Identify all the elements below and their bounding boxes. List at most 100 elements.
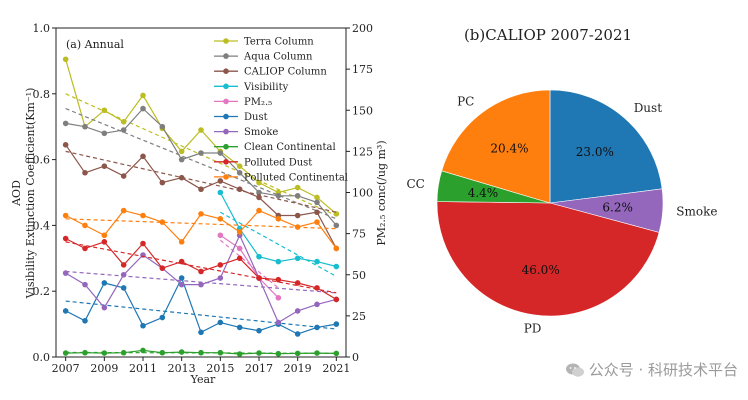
data-point [159,123,166,130]
y-axis-label-extinction: Visibility Extinction Coefficient(Km⁻¹) [24,88,37,300]
data-point [275,258,282,265]
wechat-icon [565,363,584,377]
data-point [101,163,108,169]
data-point [178,281,185,288]
x-tick-label: 2011 [129,362,157,375]
pie-slice-dust [549,89,663,204]
data-point [236,245,243,252]
data-point [178,275,185,281]
data-point [275,276,282,283]
data-point [236,169,243,176]
y-right-tick-label: 25 [352,310,366,323]
data-point [101,350,108,356]
series-clean-continental [62,347,340,357]
data-point [140,212,146,219]
data-point [140,105,146,112]
data-point [256,194,262,201]
data-point [333,350,340,357]
watermark: 公众号 · 科研技术平台 [565,359,738,380]
data-point [333,296,340,303]
series-line [219,234,279,299]
data-point [62,350,69,356]
data-point [140,153,146,160]
legend-marker [223,159,229,165]
data-point [198,349,204,356]
data-point [198,127,204,133]
data-point [120,118,127,125]
data-point [275,192,282,199]
series-terra-column [62,56,340,217]
pie-pct-label: 20.4% [490,142,528,156]
x-tick-label: 2009 [90,362,118,375]
data-point [101,107,108,114]
legend-label: Clean Continental [244,142,336,153]
data-point [120,173,127,179]
y-tick-label: 0.2 [33,285,51,298]
series-dust [62,275,340,337]
x-tick-label: 2017 [245,362,273,375]
data-point [198,150,204,156]
data-point [275,294,282,301]
data-point [294,350,301,357]
legend-label: CALIOP Column [244,67,327,78]
data-point [256,253,262,260]
y-right-tick-label: 100 [352,187,373,200]
data-point [101,239,108,245]
line-chart-annual: 0.0 0.2 0.4 0.6 0.8 1.0 0 25 50 75 100 125 150 175 200… [33,22,374,375]
x-tick-label: 2019 [284,362,312,375]
data-point [236,324,243,331]
legend-label: Polluted Dust [244,157,312,168]
y-right-tick-label: 75 [352,228,366,241]
y-right-tick-label: 50 [352,269,366,282]
y-axis-label-pm25: PM₂.₅ conc(/ug m³) [375,140,388,245]
data-point [140,92,146,99]
series-polluted-continental [62,207,340,252]
trend-line [65,218,337,230]
data-point [314,301,320,308]
data-point [294,280,301,286]
pie-category-label: Dust [634,101,663,115]
data-point [217,189,224,196]
data-point [314,285,320,291]
pie-pct-label: 23.0% [576,145,614,159]
watermark-text: 公众号 · 科研技术平台 [588,361,738,379]
pie-slice-pc [441,89,551,204]
y-axis-label-aod: AOD [10,180,23,207]
data-point [198,281,204,288]
data-point [294,224,301,230]
data-point [217,150,224,156]
data-point [62,141,69,148]
legend-marker [223,128,229,135]
data-point [236,163,243,169]
legend-label: Aqua Column [243,52,313,63]
data-point [256,179,262,186]
data-point [236,255,243,262]
legend-marker [223,83,229,90]
trend-line [65,150,337,213]
y-right-tick-label: 0 [352,351,359,364]
data-point [159,349,166,356]
data-point [178,174,185,181]
pie-chart-caliop: 23.0% Dust 6.2% Smoke 46.0% PD 4.4% CC 20.4% PC [407,89,717,335]
trend-line [65,300,337,330]
data-point [294,331,301,337]
y-tick-label: 0.0 [33,351,51,364]
data-point [314,194,320,201]
panel-a-label: (a) Annual [66,38,124,51]
trend-line [220,211,337,277]
data-point [62,120,69,127]
data-point [294,255,301,262]
data-point [294,212,301,219]
y-tick-label: 0.8 [33,88,51,101]
data-point [159,314,166,321]
pie-category-label: PD [524,321,542,335]
pie-slice-pd [436,201,660,317]
data-point [217,216,224,222]
data-point [82,318,88,324]
data-point [275,319,282,326]
legend-label: Terra Column [244,37,314,48]
data-point [314,209,320,216]
legend-marker [223,53,229,59]
data-point [62,235,69,242]
